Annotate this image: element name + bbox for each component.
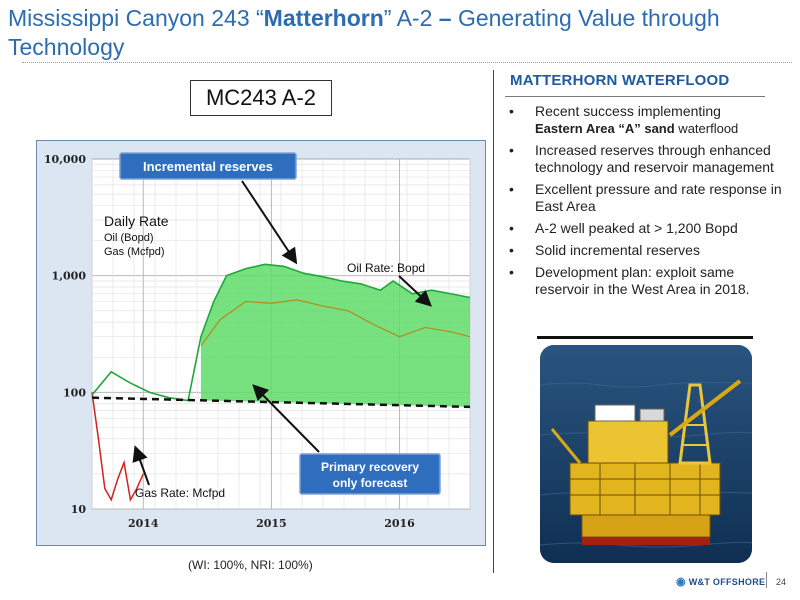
x-tick-label: 2016 <box>384 517 415 530</box>
bullet-item: Increased reserves through enhanced tech… <box>505 142 790 176</box>
incremental-fill-layer <box>200 264 470 407</box>
gas-rate-label: Gas Rate: Mcfpd <box>135 486 225 500</box>
x-tick-label: 2015 <box>256 517 287 530</box>
bullet-list: Recent success implementing Eastern Area… <box>505 103 790 303</box>
bullet-item: A-2 well peaked at > 1,200 Bopd <box>505 220 790 237</box>
y-tick-label: 10,000 <box>44 153 86 166</box>
well-label-box: MC243 A-2 <box>190 80 332 116</box>
y-tick-label: 100 <box>63 386 86 399</box>
incremental-reserves-area <box>200 264 470 407</box>
vertical-divider <box>493 70 494 573</box>
arrow-gas-rate <box>132 445 150 486</box>
title-part: Generating Value through Technology <box>8 5 720 60</box>
x-tick-label: 2014 <box>128 517 159 530</box>
daily-rate-label: Daily Rate <box>104 213 169 229</box>
footer-divider <box>766 572 767 588</box>
title-part: ” A-2 <box>383 5 439 31</box>
platform-illustration <box>540 345 752 563</box>
page-number: 24 <box>776 577 787 587</box>
series-layer <box>91 263 471 502</box>
oil-rate-series <box>91 263 471 402</box>
y-tick-label: 1,000 <box>52 270 87 283</box>
arrow-incremental <box>241 180 298 265</box>
bullet-item: Excellent pressure and rate response in … <box>505 181 790 215</box>
tick-layer: 10,000 1,000 100 10 2014 2015 2016 <box>44 153 415 530</box>
bullet-bold-text: Eastern Area “A” sand <box>535 121 675 136</box>
title-bold-part: – <box>438 5 452 31</box>
platform-photo <box>540 345 752 563</box>
arrow-oil-rate <box>398 275 432 307</box>
photo-top-rule <box>537 336 753 339</box>
primary-recovery-series <box>91 396 471 409</box>
production-chart: 10,000 1,000 100 10 2014 2015 2016 Incremental… <box>44 152 471 530</box>
bullet-item: Recent success implementing Eastern Area… <box>505 103 790 137</box>
oil-forecast-series <box>200 299 471 347</box>
logo-text: W&T OFFSHORE <box>688 577 766 587</box>
production-chart-frame: 10,000 1,000 100 10 2014 2015 2016 Incremental… <box>36 140 486 546</box>
bullet-text: Recent success implementing <box>535 103 721 119</box>
incremental-reserves-box <box>119 152 297 180</box>
company-logo: ◉ W&T OFFSHORE <box>676 575 765 588</box>
y-tick-label: 10 <box>71 503 87 516</box>
panel-heading: MATTERHORN WATERFLOOD <box>510 72 730 89</box>
arrow-primary <box>252 384 320 453</box>
title-bold-part: Matterhorn <box>263 5 384 31</box>
primary-recovery-box <box>299 453 441 495</box>
panel-heading-rule <box>505 96 765 97</box>
bullet-item: Development plan: exploit same reservoir… <box>505 264 790 298</box>
primary-recovery-label-line2: only forecast <box>333 476 408 490</box>
gas-rate-series <box>91 392 144 502</box>
oil-units-label: Oil (Bopd) <box>104 232 154 244</box>
gas-units-label: Gas (Mcfpd) <box>104 246 165 258</box>
bullet-subline: Eastern Area “A” sand waterflood <box>535 121 738 136</box>
primary-recovery-label-line1: Primary recovery <box>321 460 419 474</box>
incremental-reserves-label: Incremental reserves <box>143 159 273 174</box>
working-interest-note: (WI: 100%, NRI: 100%) <box>188 558 313 572</box>
title-part: Mississippi Canyon 243 “ <box>8 5 264 31</box>
title-underline <box>22 62 792 63</box>
slide-title: Mississippi Canyon 243 “Matterhorn” A-2 … <box>8 4 792 62</box>
oil-rate-label: Oil Rate: Bopd <box>347 261 425 275</box>
bullet-text: waterflood <box>674 121 739 136</box>
logo-ring-icon: ◉ <box>676 576 686 588</box>
bullet-item: Solid incremental reserves <box>505 242 790 259</box>
